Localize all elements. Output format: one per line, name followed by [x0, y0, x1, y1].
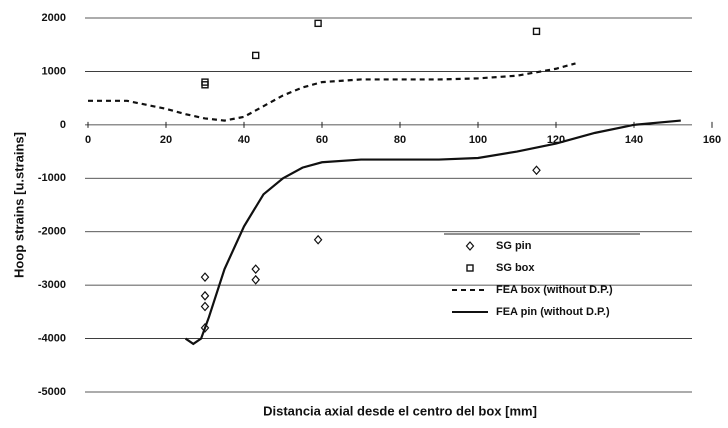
x-tick-label: 140	[625, 134, 643, 146]
point	[313, 234, 323, 245]
y-tick-label: -4000	[38, 332, 66, 344]
point	[251, 274, 260, 285]
x-tick-label: 20	[160, 134, 172, 146]
point	[200, 290, 210, 301]
x-tick-label: 0	[85, 134, 91, 146]
y-tick-label: 2000	[42, 12, 66, 24]
point	[200, 322, 210, 333]
point	[532, 27, 541, 36]
point	[465, 241, 475, 251]
legend-label: FEA box (without D.P.)	[496, 284, 613, 296]
point	[200, 301, 210, 312]
y-axis-title: Hoop strains [u.strains]	[11, 132, 26, 278]
y-tick-label: -2000	[38, 226, 66, 238]
point	[251, 51, 260, 60]
y-tick-label: 1000	[42, 65, 66, 77]
x-tick-label: 60	[316, 134, 328, 146]
point	[201, 78, 209, 86]
point	[200, 272, 210, 283]
x-tick-label: 40	[238, 134, 250, 146]
x-axis-title: Distancia axial desde el centro del box …	[263, 403, 537, 418]
point	[251, 264, 260, 275]
legend-label: FEA pin (without D.P.)	[496, 306, 610, 318]
legend-label: SG box	[496, 262, 535, 274]
line	[184, 119, 681, 346]
y-tick-label: -3000	[38, 279, 66, 291]
y-tick-label: -1000	[38, 172, 66, 184]
legend-label: SG pin	[496, 240, 532, 252]
x-tick-label: 80	[394, 134, 406, 146]
point	[466, 264, 474, 272]
y-tick-label: 0	[60, 119, 66, 131]
x-tick-label: 100	[469, 134, 487, 146]
line	[88, 62, 576, 122]
point	[314, 19, 322, 28]
point	[532, 165, 541, 176]
y-tick-label: -5000	[38, 386, 66, 398]
x-tick-label: 160	[703, 134, 721, 146]
